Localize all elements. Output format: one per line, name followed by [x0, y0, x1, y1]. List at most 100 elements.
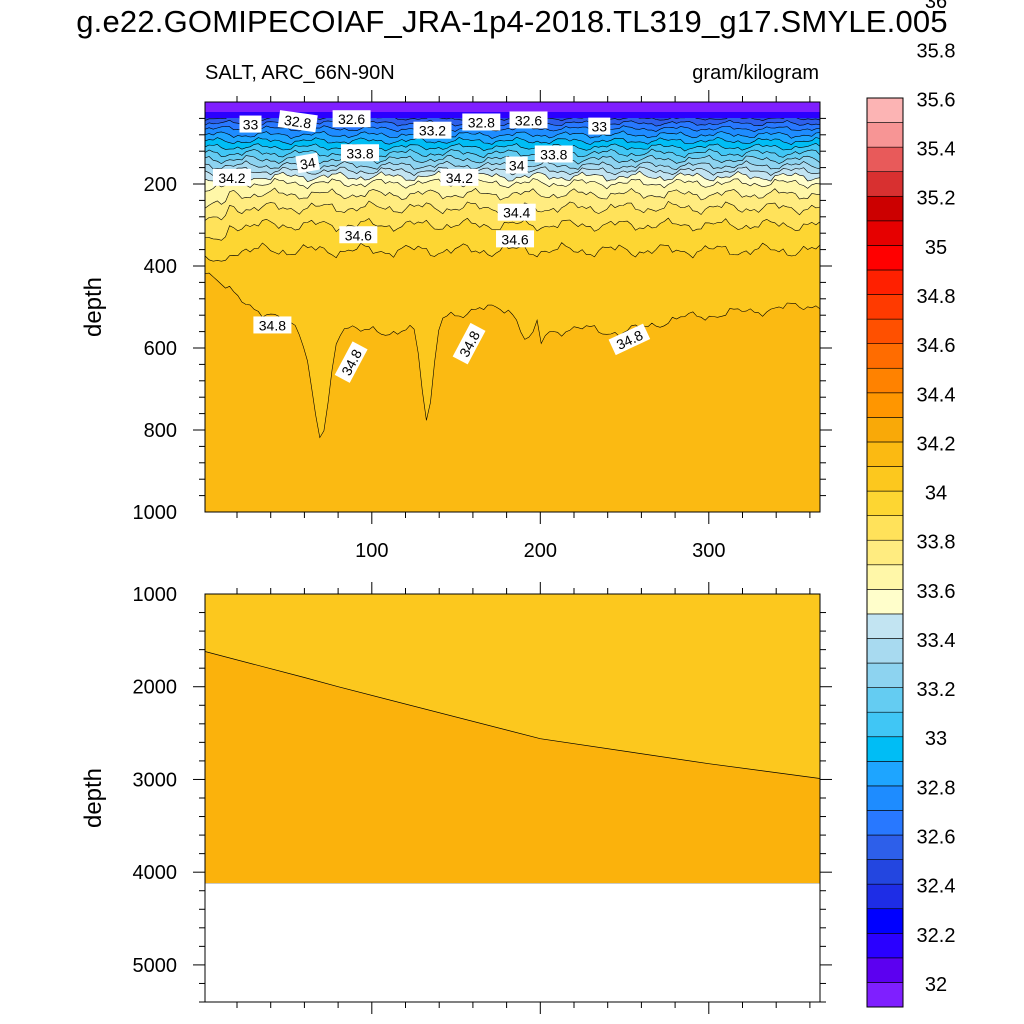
contour-label-box: [295, 152, 321, 174]
colorbar-label: 35.8: [917, 40, 956, 62]
contour-label-box: [413, 121, 452, 139]
colorbar-label: 35.2: [917, 188, 956, 210]
y-tick-label: 400: [144, 256, 177, 278]
colorbar-label: 34.6: [917, 335, 956, 357]
contour-label-box: [462, 113, 501, 131]
colorbar-frame: [866, 97, 904, 1008]
colorbar-box: [866, 785, 904, 811]
colorbar-box: [866, 957, 904, 983]
lower-ylabel: depth: [80, 768, 107, 828]
contour-label: 33.8: [341, 144, 380, 162]
colorbar-label: 35.6: [917, 89, 956, 111]
colorbar-box: [866, 687, 904, 713]
contour-label: 34.4: [497, 203, 536, 221]
contour-label-box: [452, 322, 486, 365]
deep-band: [205, 651, 820, 884]
contour-label: 33: [239, 115, 262, 133]
colorbar-box: [866, 834, 904, 860]
colorbar-box: [866, 441, 904, 467]
y-tick-label: 800: [144, 420, 177, 442]
chart-title: g.e22.GOMIPECOIAF_JRA-1p4-2018.TL319_g17…: [76, 4, 948, 39]
colorbar-box: [866, 466, 904, 492]
contour-label-text: 33.2: [419, 123, 446, 139]
contour-label: 33.8: [534, 145, 573, 163]
contour-label: 32.8: [277, 110, 318, 133]
colorbar-box: [866, 932, 904, 959]
contour-label-text: 33.8: [346, 145, 373, 161]
colorbar-box: [866, 613, 904, 639]
colorbar-box: [866, 810, 904, 836]
contour-label-text: 33.8: [540, 146, 567, 162]
contour-line: [205, 651, 820, 779]
colorbar-label: 32.8: [917, 777, 956, 799]
contour-label-box: [277, 110, 318, 133]
x-tick-label: 200: [524, 540, 557, 562]
colorbar-box: [866, 367, 904, 394]
colorbar-box: [866, 711, 904, 738]
colorbar-box: [866, 515, 904, 541]
contour-label: 32.6: [332, 110, 371, 128]
colorbar-box: [866, 662, 904, 688]
contour-label-box: [509, 111, 548, 129]
colorbar-box: [866, 318, 904, 344]
contour-label-text: 34: [299, 154, 317, 172]
contour-label: 34.6: [496, 230, 535, 248]
contour-label-box: [608, 323, 651, 356]
contour-label-box: [253, 316, 292, 334]
y-tick-label: 3000: [133, 769, 178, 791]
contour-label: 32.8: [462, 113, 501, 131]
colorbar-label: 33.6: [917, 581, 956, 603]
colorbar-label: 35: [925, 237, 947, 259]
colorbar-label: 32.2: [917, 925, 956, 947]
colorbar-box: [866, 343, 904, 369]
y-tick-label: 2000: [133, 677, 178, 699]
contour-label-box: [341, 144, 380, 162]
contour-label-text: 34.8: [259, 317, 286, 333]
contour-label-box: [497, 203, 536, 221]
colorbar-box: [866, 122, 904, 148]
colorbar-label: 32: [925, 974, 947, 996]
contour-label-box: [212, 168, 251, 186]
units-subtitle: gram/kilogram: [692, 62, 819, 84]
contour-label: 34.2: [440, 168, 479, 186]
contour-label-box: [496, 230, 535, 248]
contour-label: 33: [588, 117, 611, 135]
x-tick-label: 100: [355, 540, 388, 562]
colorbar-box: [866, 97, 904, 123]
colorbar-label: 34: [925, 483, 947, 505]
contour-label-box: [440, 168, 479, 186]
colorbar-box: [866, 859, 904, 885]
surface-band: [205, 102, 820, 112]
contour-label-text: 34.6: [345, 227, 372, 243]
colorbar-box: [866, 883, 904, 910]
x-tick-label: 300: [692, 540, 725, 562]
colorbar-box: [866, 761, 904, 787]
contour-label: 34.2: [212, 168, 251, 186]
colorbar-box: [866, 564, 904, 590]
contour-label-text: 34.2: [446, 170, 473, 186]
contour-label-box: [534, 145, 573, 163]
colorbar-box: [866, 982, 904, 1008]
colorbar-box: [866, 171, 904, 197]
colorbar-label: 34.2: [917, 433, 956, 455]
colorbar-label: 32.4: [917, 876, 956, 898]
contour-label-text: 34: [509, 158, 525, 174]
colorbar-box: [866, 417, 904, 443]
contour-label-text: 32.6: [338, 111, 365, 127]
contour-label: 34: [505, 156, 528, 174]
lower-panel-fill: [205, 594, 820, 884]
colorbar-label: 35.4: [917, 139, 956, 161]
colorbar-label: 33: [925, 728, 947, 750]
upper-panel-frame: [204, 101, 821, 513]
upper-ylabel: depth: [80, 277, 107, 337]
contour-label-box: [239, 115, 262, 133]
y-tick-label: 1000: [133, 584, 178, 606]
colorbar-box: [866, 589, 904, 615]
y-tick-label: 1000: [133, 502, 178, 524]
contour-label-text: 32.6: [515, 112, 542, 128]
contour-label: 34.8: [253, 316, 292, 334]
contour-label: 33.2: [413, 121, 452, 139]
contour-label-text: 34.4: [503, 205, 530, 221]
contour-label-text: 33: [591, 119, 607, 135]
